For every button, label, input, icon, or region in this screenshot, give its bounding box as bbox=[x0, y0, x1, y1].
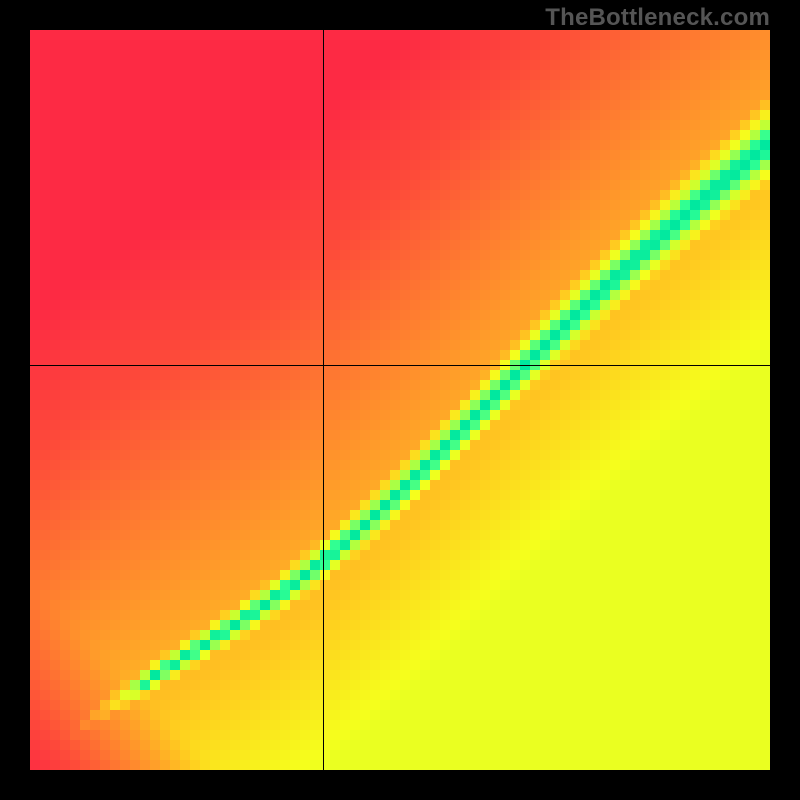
heatmap-canvas bbox=[30, 30, 770, 770]
watermark-text: TheBottleneck.com bbox=[545, 4, 770, 32]
outer-frame: TheBottleneck.com bbox=[0, 0, 800, 800]
crosshair-vertical bbox=[323, 30, 324, 770]
heatmap-plot bbox=[30, 30, 770, 770]
crosshair-horizontal bbox=[30, 365, 770, 366]
